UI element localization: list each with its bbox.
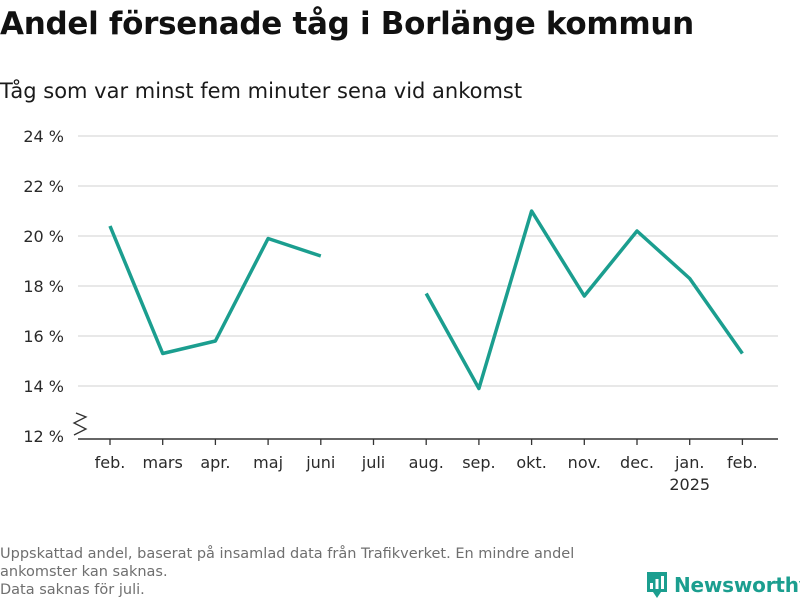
footnote-line: Data saknas för juli. [0,582,145,598]
x-tick-label: dec. [620,453,654,472]
footnote: Uppskattad andel, baserat på insamlad da… [0,545,640,599]
y-tick-label: 20 % [23,227,64,246]
newsworthy-logo-icon [647,572,667,598]
x-tick-label: aug. [409,453,444,472]
footnote-line: ankomster kan saknas. [0,564,168,580]
x-tick-label: juni [305,453,335,472]
y-tick-label: 12 % [23,427,64,446]
x-tick-label: juli [361,453,385,472]
x-tick-sublabel: 2025 [669,475,710,494]
x-tick-label: apr. [200,453,230,472]
y-tick-label: 16 % [23,327,64,346]
y-tick-label: 22 % [23,177,64,196]
axis-break-icon [72,412,88,436]
x-tick-label: maj [253,453,283,472]
series-line [108,225,322,356]
chart-subtitle: Tåg som var minst fem minuter sena vid a… [0,79,523,103]
line-chart: 12 % 14 % 16 % 18 % 20 % 22 % 24 % feb. mars apr.… [23,127,778,494]
x-tick-label: okt. [516,453,546,472]
x-tick-label: nov. [568,453,601,472]
x-tick-label: feb. [95,453,126,472]
chart-title: Andel försenade tåg i Borlänge kommun [0,6,694,42]
brand-logo: Newsworthy [645,570,800,600]
y-tick-label: 14 % [23,377,64,396]
brand-name: Newsworthy [674,573,800,597]
series-line [424,209,744,391]
x-tick-label: feb. [727,453,758,472]
y-tick-label: 24 % [23,127,64,146]
footnote-line: Uppskattad andel, baserat på insamlad da… [0,546,575,562]
y-tick-label: 18 % [23,277,64,296]
x-tick-label: jan. [674,453,704,472]
x-tick-label: sep. [462,453,495,472]
x-tick-label: mars [143,453,183,472]
